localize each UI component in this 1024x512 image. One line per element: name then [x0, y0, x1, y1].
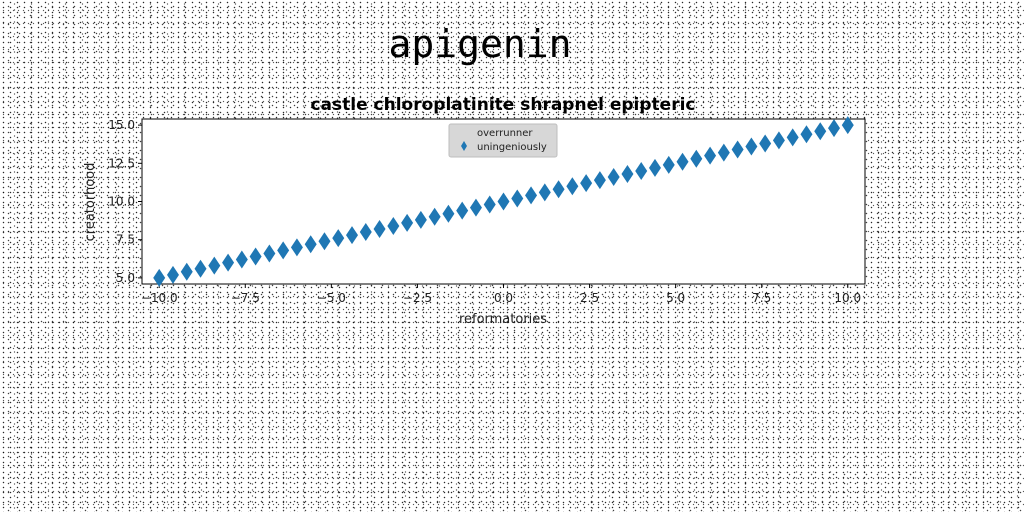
data-point	[538, 183, 551, 202]
data-point	[332, 229, 345, 248]
data-point	[828, 119, 841, 138]
data-point	[401, 213, 414, 232]
data-point	[249, 247, 262, 266]
y-axis: 5.0 7.5 10.0 12.5 15.0	[108, 118, 142, 285]
data-point	[717, 143, 730, 162]
x-tick-label: 10.0	[834, 291, 861, 305]
data-point	[387, 216, 400, 235]
data-point	[731, 140, 744, 159]
legend-label-uningeniously: uningeniously	[477, 142, 547, 153]
x-tick-label: −7.5	[231, 291, 260, 305]
data-point	[263, 244, 276, 263]
data-point	[786, 128, 799, 147]
data-point	[566, 177, 579, 196]
data-point	[525, 186, 538, 205]
data-point	[745, 137, 758, 156]
data-point	[621, 165, 634, 183]
data-point	[772, 131, 785, 150]
data-point	[194, 259, 207, 278]
page-title: apigenin	[388, 22, 572, 66]
y-axis-label: creatorhood	[83, 163, 98, 242]
x-axis-label: reformatories	[459, 312, 547, 327]
data-point	[166, 265, 179, 284]
data-point	[704, 146, 717, 165]
legend-marker-diamond	[461, 141, 467, 151]
x-axis: −10.0 −7.5 −5.0 −2.5 0.0 2.5 5.0 7.5 10.0	[141, 284, 861, 305]
data-point	[222, 253, 235, 272]
x-tick-label: 0.0	[494, 291, 513, 305]
data-point	[180, 262, 193, 281]
data-point	[580, 174, 593, 193]
x-tick-label: 7.5	[752, 291, 771, 305]
x-tick-label: 5.0	[666, 291, 685, 305]
y-tick-label: 5.0	[116, 271, 135, 285]
data-point	[428, 207, 441, 226]
data-point	[318, 232, 331, 251]
data-point	[373, 220, 386, 238]
data-point	[346, 226, 359, 245]
legend-label-overrunner: overrunner	[477, 128, 533, 139]
data-point	[235, 250, 248, 269]
x-tick-label: −5.0	[317, 291, 346, 305]
data-point	[759, 134, 772, 153]
data-point	[469, 198, 482, 217]
data-point	[511, 189, 524, 208]
x-tick-label: 2.5	[580, 291, 599, 305]
data-series	[153, 116, 854, 287]
y-tick-label: 12.5	[108, 156, 135, 170]
data-point	[290, 238, 303, 257]
data-point	[690, 149, 703, 168]
x-tick-label: −2.5	[403, 291, 432, 305]
data-point	[814, 122, 827, 141]
y-tick-label: 15.0	[108, 118, 135, 132]
chart-title: castle chloroplatinite shrapnel epipteri…	[310, 95, 695, 115]
legend: overrunner uningeniously	[448, 123, 558, 158]
y-tick-label: 10.0	[108, 195, 135, 209]
data-point	[304, 235, 317, 254]
data-point	[277, 241, 290, 260]
data-point	[841, 116, 854, 135]
data-point	[593, 171, 606, 190]
data-point	[662, 155, 675, 174]
data-point	[483, 195, 496, 214]
data-point	[208, 256, 221, 275]
data-point	[676, 152, 689, 171]
data-point	[552, 180, 565, 199]
data-point	[800, 125, 813, 144]
data-point	[456, 201, 469, 220]
data-point	[648, 158, 661, 177]
data-point	[359, 223, 372, 242]
data-point	[497, 192, 510, 211]
data-point	[635, 161, 648, 180]
data-point	[153, 268, 166, 287]
data-point	[414, 210, 427, 229]
data-point	[442, 204, 455, 223]
x-tick-label: −10.0	[141, 291, 178, 305]
legend-box	[448, 123, 558, 158]
y-tick-label: 7.5	[116, 233, 135, 247]
data-point	[607, 168, 620, 187]
